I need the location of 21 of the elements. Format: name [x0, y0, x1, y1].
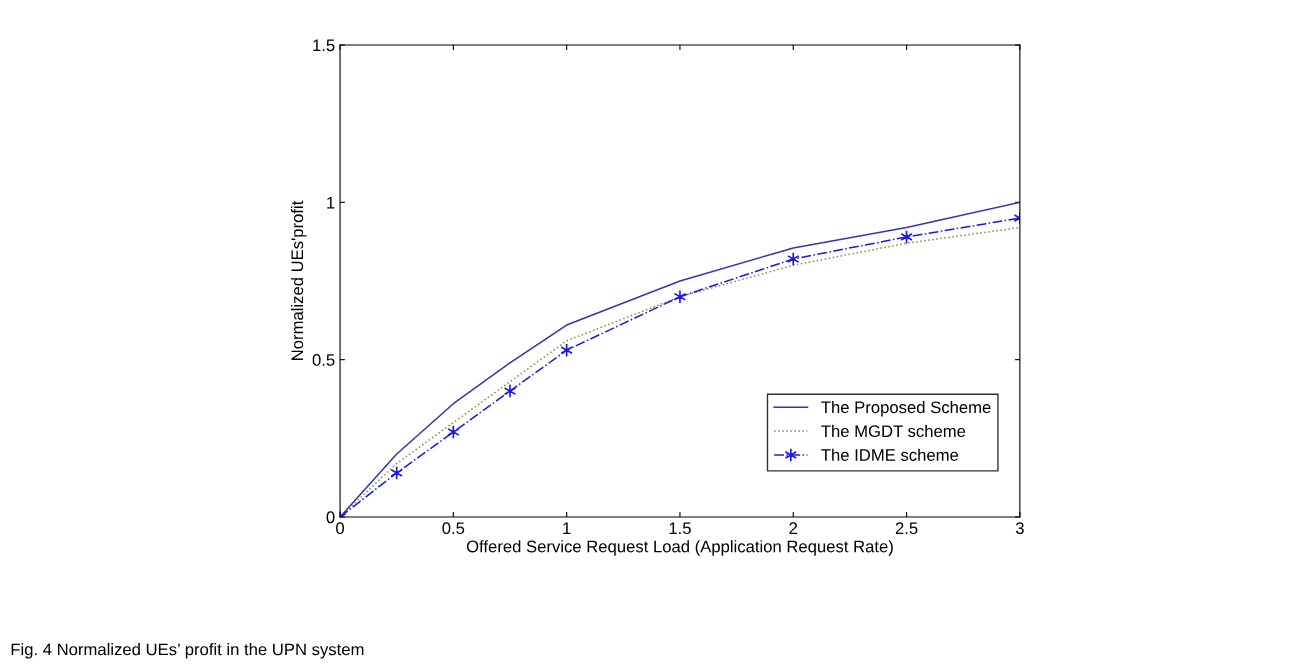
x-axis-title: Offered Service Request Load (Application Request Rate): [466, 540, 893, 556]
point: [503, 384, 517, 399]
x-tick-label: 2: [789, 522, 798, 534]
x-tick-label: 3: [1015, 522, 1024, 535]
x-tick-label: 2.5: [895, 522, 918, 535]
x-tick-label: 0: [336, 522, 345, 535]
x-tick-label: 1: [563, 522, 571, 534]
legend-label: The MGDT scheme: [821, 424, 966, 438]
x-tick-label: 1.5: [669, 522, 691, 535]
y-tick-label: 0.5: [312, 354, 335, 366]
y-tick-label: 0: [326, 511, 335, 524]
x-tick-label: 0.5: [442, 522, 465, 535]
y-tick-label: 1.5: [313, 39, 335, 52]
legend-label: The IDME scheme: [821, 448, 959, 461]
legend-label: The Proposed Scheme: [821, 400, 991, 417]
caption: Fig. 4 Normalized UEs’ profit in the UPN system: [11, 643, 364, 659]
point: [390, 465, 403, 481]
point: [673, 289, 687, 304]
y-tick-label: 1: [327, 196, 335, 209]
point: [787, 251, 800, 267]
y-axis-title: Normalized UEs'profit: [290, 200, 307, 360]
